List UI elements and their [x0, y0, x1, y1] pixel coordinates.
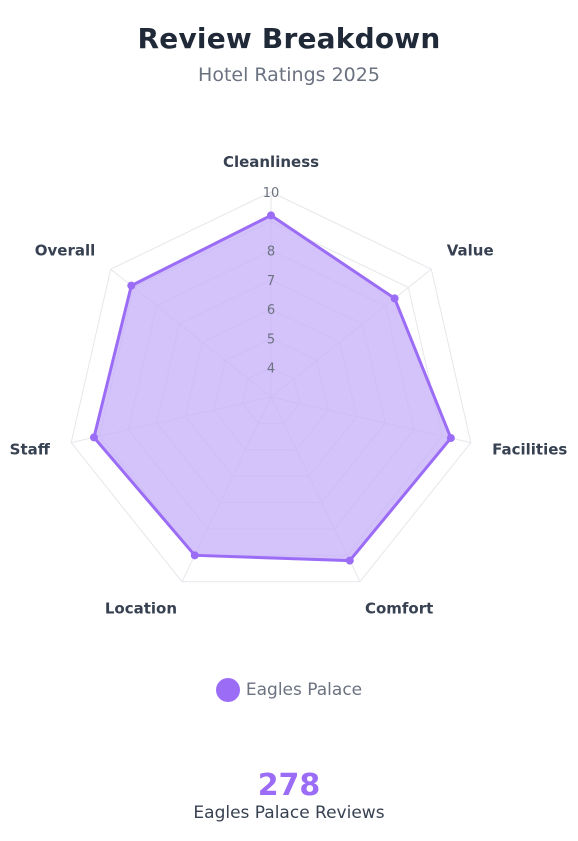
- series-area: [92, 213, 453, 563]
- legend-label: Eagles Palace: [245, 680, 363, 700]
- radar-ticks: 4 5 6 7 8 10: [263, 186, 280, 377]
- tick-label: 5: [267, 332, 275, 347]
- chart-title: Review Breakdown: [137, 22, 441, 55]
- axis-label: Cleanliness: [223, 153, 319, 171]
- axis-label: Comfort: [365, 600, 433, 618]
- tick-label: 6: [267, 303, 275, 318]
- radar-axis-labels: Cleanliness Value Facilities Comfort Locatio…: [10, 153, 568, 618]
- tick-label: 4: [267, 362, 275, 377]
- data-point: [89, 433, 98, 442]
- data-point: [446, 434, 455, 443]
- legend-swatch-icon: [215, 678, 240, 702]
- chart-legend[interactable]: Eagles Palace: [0, 678, 578, 702]
- axis-label: Staff: [10, 440, 51, 458]
- axis-label: Facilities: [492, 440, 567, 458]
- data-point: [190, 551, 199, 560]
- data-point: [267, 211, 275, 220]
- chart-subtitle: Hotel Ratings 2025: [198, 64, 380, 86]
- tick-label: 7: [267, 274, 275, 289]
- axis-label: Value: [447, 241, 494, 259]
- review-count-label: Eagles Palace Reviews: [193, 803, 385, 823]
- data-point: [127, 281, 136, 290]
- axis-label: Location: [105, 600, 177, 618]
- data-point: [345, 556, 354, 565]
- tick-label: 10: [263, 186, 280, 201]
- grid-ring: [70, 191, 472, 583]
- tick-label: 8: [267, 245, 275, 260]
- axis-label: Overall: [35, 241, 96, 259]
- radar-series: [89, 211, 455, 565]
- review-count: 278: [257, 768, 321, 803]
- data-point: [390, 294, 399, 303]
